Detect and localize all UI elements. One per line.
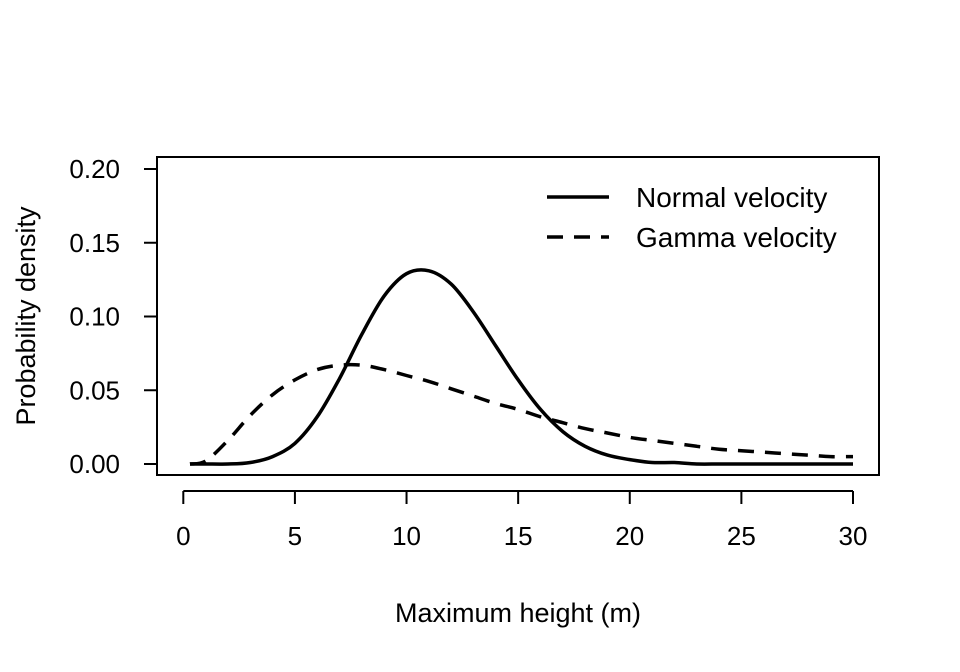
y-axis: 0.00 0.05 0.10 0.15 0.20 (69, 154, 158, 479)
y-tick-label: 0.05 (69, 375, 120, 405)
y-tick-label: 0.15 (69, 228, 120, 258)
y-axis-title: Probability density (11, 206, 41, 426)
x-tick-label: 10 (392, 521, 421, 551)
legend-label: Normal velocity (636, 182, 827, 213)
series-line-normal-velocity (189, 268, 853, 466)
x-axis: 0 5 10 15 20 25 30 (176, 490, 868, 551)
legend-label: Gamma velocity (636, 222, 837, 253)
x-axis-title: Maximum height (m) (395, 598, 641, 628)
x-tick-label: 20 (615, 521, 644, 551)
y-tick-label: 0.10 (69, 302, 120, 332)
legend: Normal velocity Gamma velocity (547, 182, 837, 253)
x-tick-label: 30 (839, 521, 868, 551)
x-tick-label: 25 (727, 521, 756, 551)
x-tick-label: 15 (504, 521, 533, 551)
x-tick-label: 0 (176, 521, 190, 551)
series-line-gamma-velocity (189, 362, 854, 466)
series-layer (189, 268, 854, 466)
y-tick-label: 0.00 (69, 449, 120, 479)
x-tick-label: 5 (288, 521, 302, 551)
y-tick-label: 0.20 (69, 154, 120, 184)
